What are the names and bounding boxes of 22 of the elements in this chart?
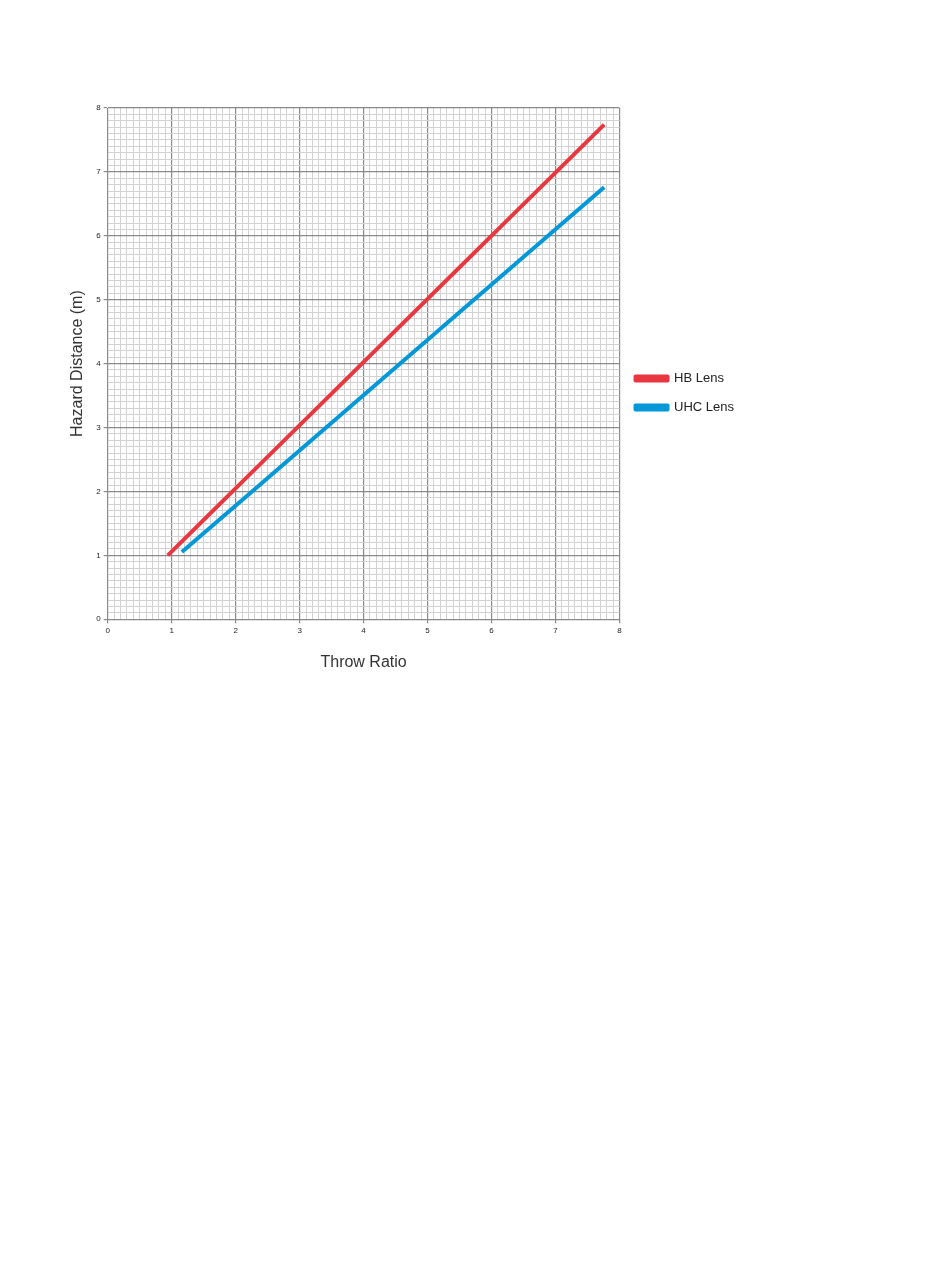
- legend-label: UHC Lens: [674, 399, 735, 415]
- x-tick-label: 4: [361, 626, 367, 636]
- y-tick-label: 2: [96, 486, 102, 496]
- x-axis-title: Throw Ratio: [320, 652, 407, 670]
- y-axis-title: Hazard Distance (m): [68, 290, 86, 437]
- x-tick-label: 5: [425, 626, 431, 636]
- y-tick-label: 8: [96, 103, 102, 113]
- y-tick-label: 5: [96, 294, 102, 304]
- y-tick-label: 6: [96, 231, 102, 240]
- legend-label: HB Lens: [674, 370, 725, 386]
- y-tick-label: 0: [96, 614, 102, 624]
- x-tick-label: 7: [553, 626, 559, 636]
- x-tick-label: 2: [233, 626, 239, 636]
- y-tick-label: 3: [96, 422, 102, 432]
- y-tick-label: 1: [96, 550, 102, 560]
- x-tick-label: 0: [105, 626, 111, 636]
- x-tick-label: 8: [617, 626, 623, 636]
- x-tick-label: 3: [297, 626, 303, 636]
- y-tick-label: 7: [96, 167, 102, 177]
- x-tick-label: 1: [169, 626, 175, 636]
- x-tick-label: 6: [489, 626, 495, 636]
- y-tick-label: 4: [96, 358, 102, 368]
